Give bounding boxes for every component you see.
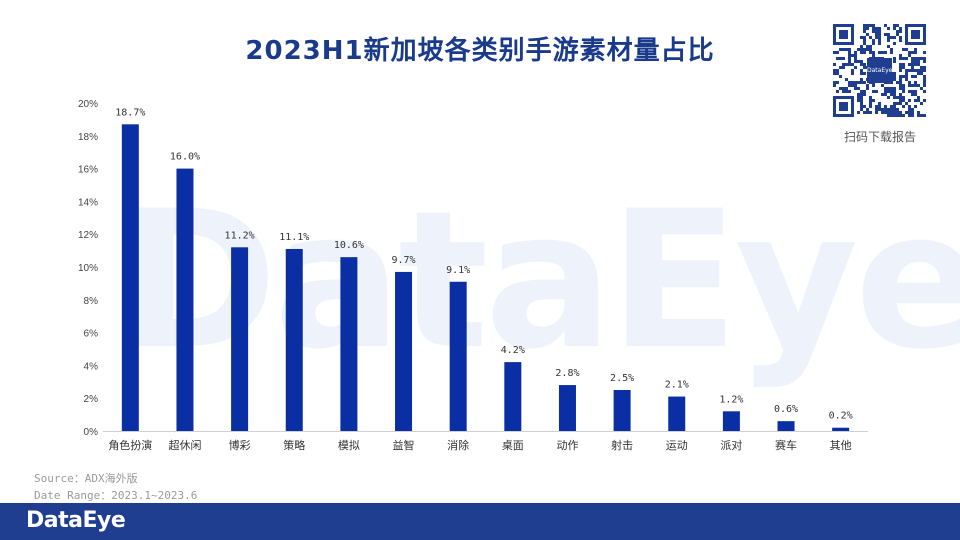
x-tick-label: 赛车 bbox=[775, 438, 797, 452]
bar bbox=[722, 411, 740, 431]
bar-chart: 0% 2% 4% 6% 8% 10% 12% 14% 16% 18% 20% 18.7% 角色扮演 16.… bbox=[78, 99, 868, 452]
bar bbox=[777, 421, 795, 431]
x-tick-label: 动作 bbox=[556, 439, 578, 452]
x-tick-label: 模拟 bbox=[338, 438, 360, 452]
y-tick-label: 4% bbox=[84, 361, 99, 372]
y-tick-label: 20% bbox=[78, 99, 98, 110]
qr-code bbox=[833, 24, 926, 117]
footer-bar bbox=[0, 503, 960, 540]
bar bbox=[504, 362, 522, 431]
y-tick-label: 8% bbox=[84, 296, 99, 307]
x-tick-label: 博彩 bbox=[229, 439, 251, 452]
bar bbox=[176, 168, 194, 431]
y-tick-label: 14% bbox=[78, 197, 98, 208]
bar bbox=[668, 396, 686, 431]
y-tick-label: 12% bbox=[78, 230, 98, 241]
data-label: 9.7% bbox=[391, 255, 415, 266]
x-tick-label: 角色扮演 bbox=[108, 438, 152, 452]
bar bbox=[613, 390, 631, 431]
y-tick-label: 2% bbox=[84, 394, 99, 405]
data-label: 0.2% bbox=[829, 411, 853, 422]
source-note: Source：ADX海外版 Date Range：2023.1~2023.6 bbox=[34, 470, 197, 504]
data-label: 4.2% bbox=[501, 345, 525, 356]
data-label: 9.1% bbox=[446, 265, 470, 276]
x-tick-label: 其他 bbox=[830, 439, 852, 452]
x-tick-label: 射击 bbox=[611, 438, 633, 452]
data-label: 16.0% bbox=[170, 152, 200, 163]
footer-logo: DataEye bbox=[26, 508, 126, 533]
qr-logo: DataEye bbox=[867, 58, 892, 83]
y-tick-label: 10% bbox=[78, 263, 98, 274]
bar bbox=[340, 257, 358, 431]
x-tick-label: 运动 bbox=[666, 439, 688, 452]
x-tick-label: 桌面 bbox=[502, 439, 524, 452]
date-range-line: Date Range：2023.1~2023.6 bbox=[34, 489, 198, 502]
data-label: 0.6% bbox=[774, 404, 798, 415]
source-line: Source：ADX海外版 bbox=[34, 472, 138, 485]
bar bbox=[395, 271, 413, 431]
watermark: DataEye bbox=[120, 170, 960, 391]
bar bbox=[121, 124, 139, 431]
y-tick-label: 6% bbox=[84, 329, 99, 340]
y-tick-label: 0% bbox=[84, 427, 99, 438]
data-label: 10.6% bbox=[334, 240, 364, 251]
x-tick-label: 超休闲 bbox=[168, 438, 201, 452]
qr-caption: 扫码下载报告 bbox=[843, 130, 916, 144]
data-label: 2.1% bbox=[665, 380, 689, 391]
y-tick-label: 18% bbox=[78, 132, 98, 143]
data-label: 1.2% bbox=[719, 394, 743, 405]
y-tick-label: 16% bbox=[78, 165, 98, 176]
bar bbox=[285, 248, 303, 431]
x-tick-label: 策略 bbox=[283, 438, 305, 452]
data-label: 11.1% bbox=[279, 232, 309, 243]
bar bbox=[558, 385, 576, 431]
data-label: 11.2% bbox=[225, 230, 255, 241]
chart-title: 2023H1新加坡各类别手游素材量占比 bbox=[245, 36, 715, 66]
data-label: 2.8% bbox=[555, 368, 579, 379]
bar bbox=[832, 427, 850, 431]
bar bbox=[449, 281, 467, 431]
data-label: 2.5% bbox=[610, 373, 634, 384]
x-tick-label: 益智 bbox=[393, 438, 415, 452]
bar bbox=[231, 247, 249, 431]
x-tick-label: 派对 bbox=[720, 438, 742, 452]
data-label: 18.7% bbox=[115, 107, 145, 118]
x-tick-label: 消除 bbox=[447, 438, 469, 452]
